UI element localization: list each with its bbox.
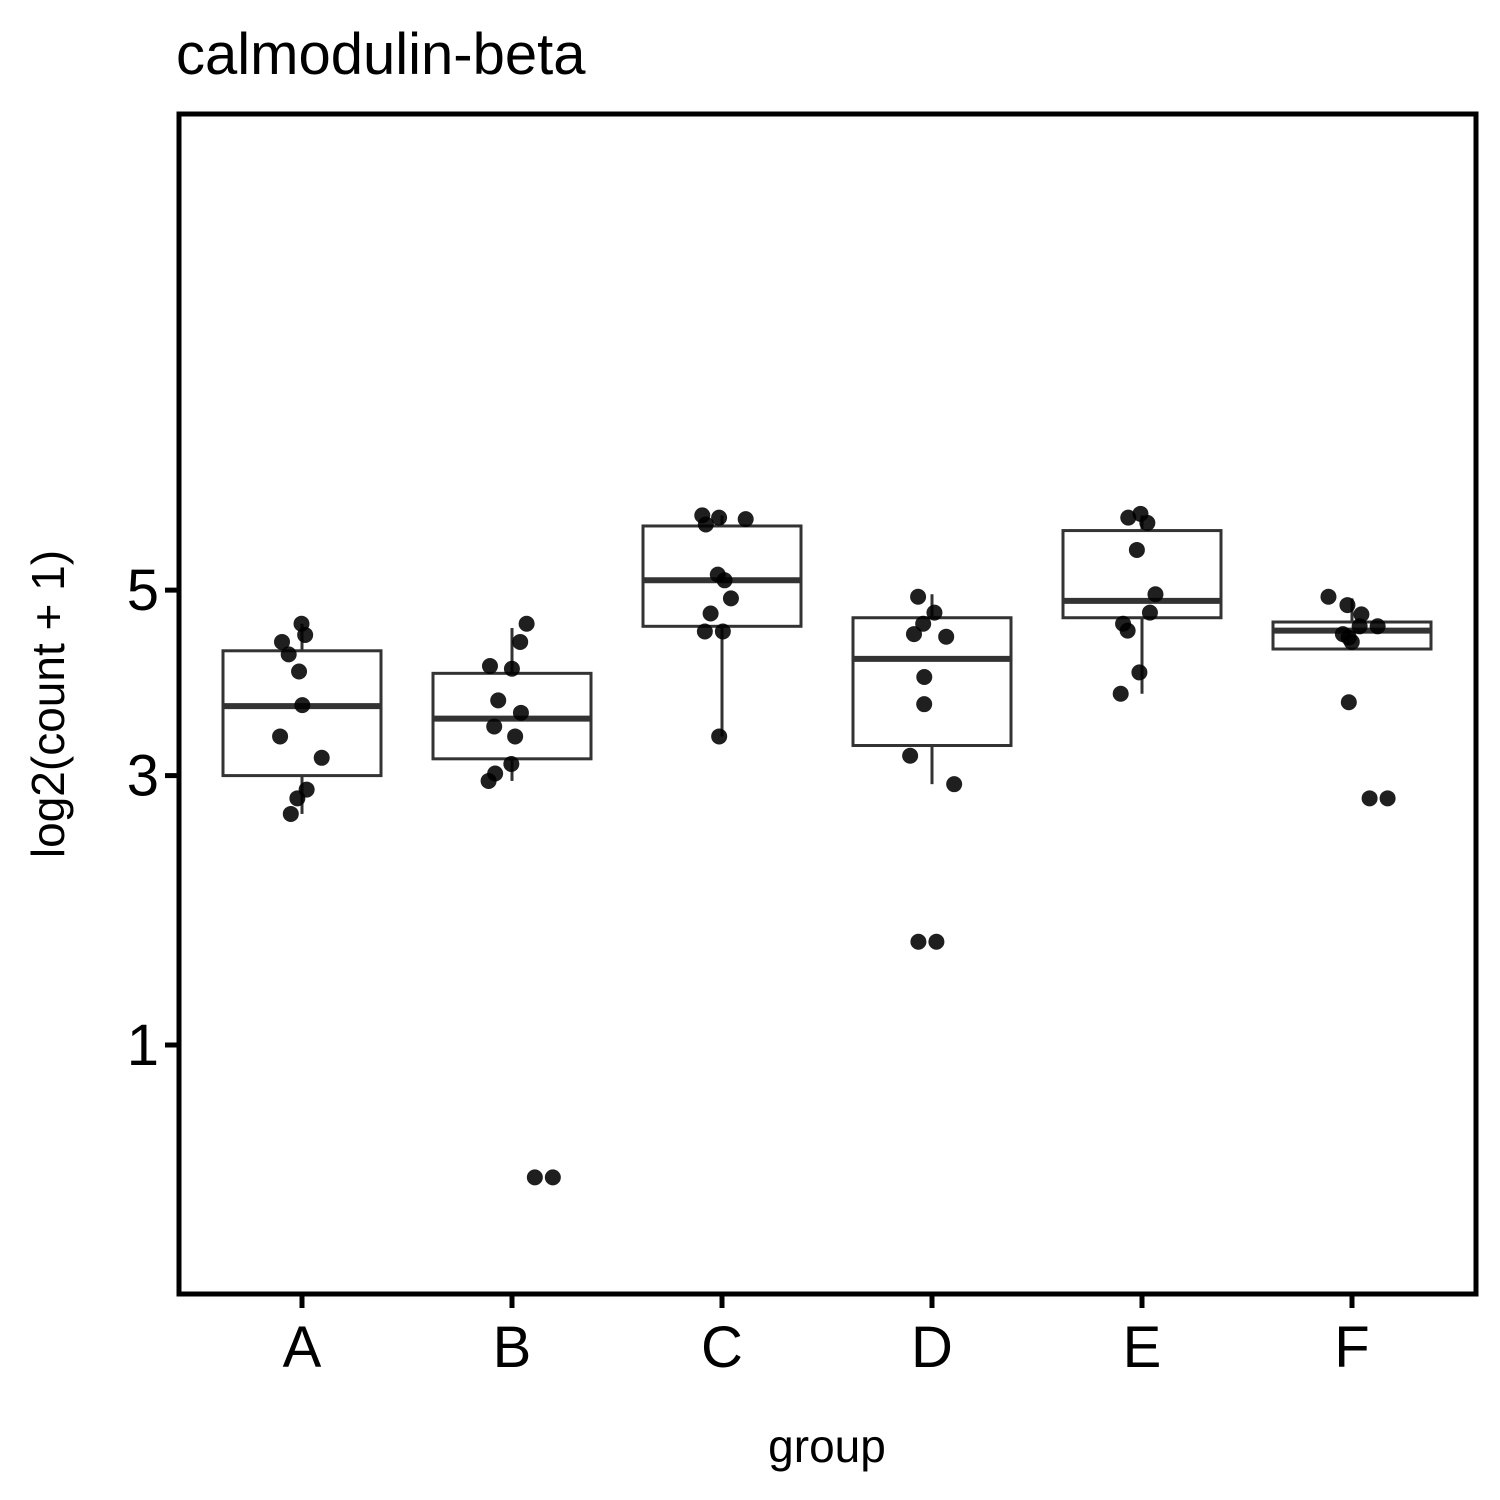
data-point: [1120, 509, 1137, 526]
x-tick-label-f: F: [1334, 1315, 1369, 1380]
data-point: [518, 615, 535, 632]
y-tick-label: 1: [127, 1013, 159, 1078]
data-point: [1353, 606, 1370, 623]
data-point: [507, 728, 524, 745]
data-point: [272, 728, 289, 745]
data-point: [926, 604, 943, 621]
data-point: [1141, 604, 1158, 621]
data-point: [696, 623, 713, 640]
data-point: [1379, 790, 1396, 807]
data-point: [1351, 618, 1368, 635]
data-point: [916, 669, 933, 685]
data-point: [1112, 685, 1129, 702]
data-point: [481, 658, 498, 675]
data-point: [711, 728, 728, 745]
data-point: [486, 718, 503, 735]
data-point: [512, 704, 529, 721]
data-point: [280, 646, 297, 663]
data-point: [716, 572, 733, 589]
data-point: [503, 756, 520, 773]
data-point: [1369, 618, 1386, 635]
data-point: [928, 933, 945, 950]
data-point: [946, 776, 963, 793]
data-point: [512, 633, 529, 650]
data-point: [503, 660, 520, 677]
data-point: [697, 516, 714, 533]
data-point: [938, 628, 955, 645]
x-tick-label-a: A: [283, 1315, 322, 1380]
data-point: [480, 772, 497, 789]
data-point: [1128, 541, 1145, 558]
data-point: [1339, 597, 1356, 614]
data-point: [1340, 694, 1357, 711]
data-point: [291, 663, 308, 680]
x-axis-title: group: [768, 1420, 886, 1472]
data-point: [722, 590, 739, 607]
chart-title: calmodulin-beta: [176, 22, 586, 87]
data-point: [1119, 622, 1136, 639]
x-tick-label-b: B: [493, 1315, 532, 1380]
x-axis: A B C D E F: [283, 1294, 1370, 1380]
data-point: [1139, 514, 1156, 531]
data-point: [737, 511, 754, 528]
data-point: [526, 1169, 543, 1186]
box-layer: [221, 515, 1433, 814]
data-point: [282, 805, 299, 822]
y-axis-title: log2(count + 1): [22, 550, 74, 858]
data-point: [1320, 588, 1337, 605]
data-point: [915, 615, 932, 632]
data-point: [313, 749, 330, 766]
box-d: [851, 594, 1013, 785]
data-point: [910, 933, 927, 950]
data-point: [702, 605, 719, 622]
data-point: [297, 626, 314, 643]
data-point: [916, 696, 933, 713]
data-point: [711, 509, 728, 526]
x-tick-label-c: C: [701, 1315, 743, 1380]
data-point: [490, 692, 507, 709]
data-point: [905, 626, 922, 643]
data-point: [714, 623, 731, 640]
data-point: [289, 790, 306, 807]
x-tick-label-e: E: [1123, 1315, 1162, 1380]
data-point: [274, 633, 291, 650]
point-layer: [272, 505, 1396, 1186]
data-point: [1343, 633, 1360, 650]
box-iqr: [851, 616, 1013, 748]
y-tick-label: 3: [127, 744, 159, 809]
data-point: [910, 588, 927, 605]
data-point: [1131, 664, 1148, 681]
x-tick-label-d: D: [911, 1315, 953, 1380]
y-axis: 1 3 5: [127, 558, 179, 1078]
data-point: [544, 1169, 561, 1186]
panel-border: [176, 111, 1479, 1297]
data-point: [1147, 586, 1164, 603]
data-point: [902, 747, 919, 764]
data-point: [294, 697, 311, 714]
y-tick-label: 5: [127, 558, 159, 623]
box-iqr: [1061, 529, 1223, 620]
data-point: [1361, 790, 1378, 807]
